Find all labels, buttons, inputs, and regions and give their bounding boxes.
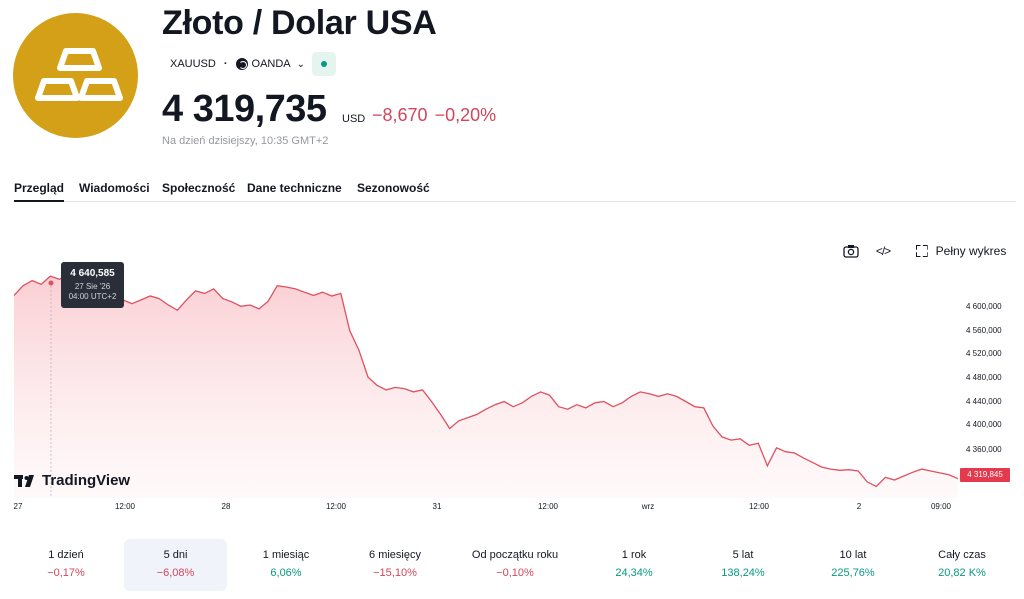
period-label: Od początku roku <box>471 549 559 561</box>
period-value: 225,76% <box>831 567 875 579</box>
period-1-day[interactable]: 1 dzień −0,17% <box>18 539 114 591</box>
embed-code-icon[interactable]: </> <box>875 244 891 258</box>
period-value: −6,08% <box>156 567 195 579</box>
hover-point <box>48 280 54 286</box>
current-price: 4 319,735 <box>162 88 327 130</box>
gold-logo <box>13 13 138 138</box>
price-area-fill <box>14 272 958 498</box>
y-tick-label: 4 520,000 <box>966 349 1002 358</box>
period-1-month[interactable]: 1 miesiąc 6,06% <box>236 539 336 591</box>
broker-selector[interactable]: OANDA ⌄ <box>235 58 306 70</box>
x-tick-label: 09:00 <box>930 502 952 511</box>
period-value: −0,17% <box>47 567 85 579</box>
period-6-months[interactable]: 6 miesięcy −15,10% <box>345 539 445 591</box>
tooltip-date: 27 Sie '26 <box>74 282 111 291</box>
period-all-time[interactable]: Cały czas 20,82 K% <box>912 539 1012 591</box>
y-tick-label: 4 480,000 <box>966 373 1002 382</box>
chart-svg <box>13 272 959 498</box>
period-label: 6 miesięcy <box>369 549 421 561</box>
price-change: −8,670 −0,20% <box>372 105 496 126</box>
period-ytd[interactable]: Od początku roku −0,10% <box>455 539 575 591</box>
tooltip-time: 04:00 UTC+2 <box>68 292 117 301</box>
tab-bar: Przegląd Wiadomości Społeczność Dane tec… <box>14 178 1016 202</box>
x-tick-label: 2 <box>856 502 862 511</box>
expand-icon <box>916 245 928 257</box>
y-tick-label: 4 440,000 <box>966 397 1002 406</box>
period-value: −0,10% <box>496 567 534 579</box>
market-open-dot-icon <box>321 61 327 67</box>
camera-icon[interactable] <box>838 238 864 264</box>
full-chart-label: Pełny wykres <box>935 244 1007 258</box>
x-tick-label: 31 <box>432 502 442 511</box>
tab-dane-techniczne[interactable]: Dane techniczne <box>247 181 342 195</box>
tradingview-label: TradingView <box>42 472 131 489</box>
x-tick-label: 12:00 <box>748 502 770 511</box>
separator-dot: · <box>223 58 228 70</box>
y-tick-label: 4 560,000 <box>966 326 1002 335</box>
x-tick-label: 28 <box>221 502 231 511</box>
x-tick-label: 27 <box>13 502 23 511</box>
price-timestamp: Na dzień dzisiejszy, 10:35 GMT+2 <box>162 135 329 147</box>
price-line <box>13 272 959 488</box>
gold-bars-icon <box>35 48 123 101</box>
price-change-abs: −8,670 <box>372 105 428 125</box>
tab-wiadomosci[interactable]: Wiadomości <box>79 181 150 195</box>
period-label: 1 miesiąc <box>262 549 310 561</box>
oanda-icon <box>235 58 248 70</box>
tradingview-brand[interactable]: TradingView <box>14 472 130 489</box>
chevron-down-icon: ⌄ <box>296 58 306 70</box>
x-tick-label: wrz <box>641 502 655 511</box>
tooltip-value: 4 640,585 <box>70 268 115 279</box>
period-label: 1 rok <box>621 549 647 561</box>
y-tick-label: 4 600,000 <box>966 302 1002 311</box>
x-tick-label: 12:00 <box>537 502 559 511</box>
performance-periods: 1 dzień −0,17% 5 dni −6,08% 1 miesiąc 6,… <box>0 539 1024 591</box>
last-price-badge: 4 319,845 <box>960 468 1010 482</box>
tab-przeglad[interactable]: Przegląd <box>14 181 65 202</box>
symbol-row: XAUUSD · OANDA ⌄ <box>170 54 305 74</box>
period-label: 5 lat <box>732 549 754 561</box>
period-10-years[interactable]: 10 lat 225,76% <box>803 539 903 591</box>
symbol-label: XAUUSD <box>170 58 216 70</box>
period-value: 24,34% <box>615 567 653 579</box>
period-label: Cały czas <box>938 549 986 561</box>
market-status-badge[interactable] <box>312 52 336 76</box>
y-tick-label: 4 400,000 <box>966 420 1002 429</box>
period-5-days[interactable]: 5 dni −6,08% <box>124 539 227 591</box>
tab-spolecznosc[interactable]: Społeczność <box>162 181 236 195</box>
broker-label: OANDA <box>251 58 291 70</box>
y-tick-label: 4 360,000 <box>966 445 1002 454</box>
tradingview-logo-icon <box>14 474 34 487</box>
period-value: 138,24% <box>721 567 765 579</box>
x-tick-label: 12:00 <box>325 502 347 511</box>
price-chart[interactable] <box>0 260 1024 520</box>
period-value: 20,82 K% <box>938 567 986 579</box>
period-value: −15,10% <box>373 567 417 579</box>
period-label: 5 dni <box>163 549 188 561</box>
page-title: Złoto / Dolar USA <box>162 4 437 42</box>
period-label: 10 lat <box>839 549 867 561</box>
price-currency: USD <box>342 113 366 125</box>
period-value: 6,06% <box>270 567 302 579</box>
full-chart-button[interactable]: Pełny wykres <box>908 238 1014 264</box>
price-tooltip: 4 640,585 27 Sie '26 04:00 UTC+2 <box>61 262 124 308</box>
tab-sezonowosc[interactable]: Sezonowość <box>357 181 430 195</box>
period-label: 1 dzień <box>48 549 84 561</box>
price-change-pct: −0,20% <box>434 105 497 125</box>
period-1-year[interactable]: 1 rok 24,34% <box>584 539 684 591</box>
x-tick-label: 12:00 <box>114 502 136 511</box>
period-5-years[interactable]: 5 lat 138,24% <box>693 539 793 591</box>
